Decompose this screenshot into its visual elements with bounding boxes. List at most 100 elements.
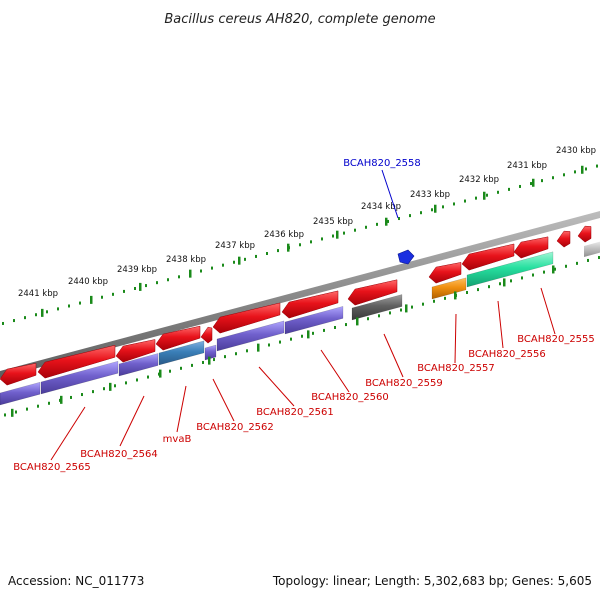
inner-dot — [114, 384, 116, 388]
cds-box — [351, 294, 403, 321]
scale-dot — [453, 202, 455, 206]
scale-dot — [431, 208, 433, 212]
genome-summary-text: Topology: linear; Length: 5,302,683 bp; … — [272, 574, 592, 588]
scale-dot — [46, 310, 48, 314]
scale-tick-label: 2439 kbp — [117, 265, 157, 275]
callout-line — [540, 287, 556, 335]
scale-major-tick — [238, 256, 241, 265]
inner-dot — [543, 270, 545, 274]
scale-dot — [222, 263, 224, 267]
gene-arrow — [0, 362, 37, 386]
gene-arrow-partial — [584, 241, 600, 257]
callout-line — [381, 169, 399, 219]
scale-tick-label: 2430 kbp — [556, 146, 596, 156]
scale-major-tick — [483, 191, 486, 200]
cds-box — [284, 306, 344, 335]
inner-dot — [312, 331, 314, 335]
inner-dot — [565, 264, 567, 268]
scale-dot — [299, 243, 301, 247]
cds-box — [431, 277, 467, 300]
inner-dot — [367, 317, 369, 321]
gene-arrow — [513, 236, 549, 259]
scale-dot — [497, 190, 499, 194]
inner-dot — [554, 267, 556, 271]
scale-dot — [475, 196, 477, 200]
scale-major-tick — [532, 178, 535, 187]
scale-dot — [68, 304, 70, 308]
gene-label[interactable]: BCAH820_2560 — [311, 392, 389, 403]
scale-dot — [2, 321, 4, 325]
inner-dot — [400, 308, 402, 312]
gene-label[interactable]: BCAH820_2555 — [517, 334, 595, 345]
inner-major-tick — [60, 395, 63, 404]
scale-dot — [266, 252, 268, 256]
inner-dot — [235, 352, 237, 356]
scale-dot — [376, 222, 378, 226]
inner-dot — [268, 343, 270, 347]
inner-dot — [334, 325, 336, 329]
gene-label[interactable]: BCAH820_2557 — [417, 363, 495, 374]
scale-major-tick — [139, 282, 142, 291]
scale-major-tick — [581, 165, 584, 174]
inner-tick-ruler — [4, 256, 600, 417]
callout-line — [258, 366, 295, 407]
inner-dot — [499, 282, 501, 286]
inner-dot — [378, 314, 380, 318]
gene-label[interactable]: BCAH820_2558 — [343, 158, 421, 169]
scale-dot — [79, 301, 81, 305]
scale-dot — [585, 167, 587, 171]
scale-dot — [332, 234, 334, 238]
gene-arrow — [556, 230, 571, 248]
genome-backbone — [0, 211, 600, 378]
scale-dot — [156, 281, 158, 285]
gene-marker-2558 — [397, 249, 415, 265]
scale-dot — [233, 260, 235, 264]
scale-dot — [277, 249, 279, 253]
gene-label[interactable]: BCAH820_2559 — [365, 378, 443, 389]
scale-dot — [552, 176, 554, 180]
inner-dot — [488, 285, 490, 289]
scale-tick-label: 2438 kbp — [166, 255, 206, 265]
inner-dot — [202, 360, 204, 364]
scale-dot — [35, 313, 37, 317]
gene-label[interactable]: BCAH820_2556 — [468, 349, 546, 360]
inner-major-tick — [503, 278, 506, 287]
gene-arrow — [115, 339, 156, 363]
inner-major-tick — [552, 265, 555, 274]
inner-dot — [147, 375, 149, 379]
scale-major-tick — [336, 230, 339, 239]
inner-dot — [103, 387, 105, 391]
callout-line — [50, 406, 86, 461]
inner-dot — [444, 296, 446, 300]
gene-label[interactable]: BCAH820_2561 — [256, 407, 334, 418]
inner-dot — [81, 393, 83, 397]
scale-dot — [343, 231, 345, 235]
inner-dot — [389, 311, 391, 315]
inner-dot — [180, 366, 182, 370]
inner-dot — [576, 261, 578, 265]
scale-dot — [112, 292, 114, 296]
scale-dot — [563, 173, 565, 177]
scale-tick-label: 2440 kbp — [68, 277, 108, 287]
scale-tick-label: 2437 kbp — [215, 241, 255, 251]
gene-label[interactable]: BCAH820_2565 — [13, 462, 91, 473]
callout-line — [454, 313, 457, 364]
scale-dot — [420, 211, 422, 215]
gene-label[interactable]: mvaB — [163, 434, 192, 445]
cds-box — [204, 344, 217, 361]
cds-box — [0, 381, 41, 406]
inner-dot — [433, 299, 435, 303]
scale-ruler — [2, 164, 598, 325]
scale-labels: 2430 kbp 2431 kbp 2432 kbp 2433 kbp 2434 kbp… — [18, 146, 596, 299]
gene-arrow — [461, 243, 515, 271]
accession-text: Accession: NC_011773 — [8, 574, 144, 588]
scale-major-tick — [41, 308, 44, 317]
gene-label[interactable]: BCAH820_2564 — [80, 449, 158, 460]
gene-label[interactable]: BCAH820_2562 — [196, 422, 274, 433]
gene-arrow — [577, 225, 592, 243]
inner-dot — [301, 334, 303, 338]
inner-major-tick — [159, 369, 162, 378]
cds-box — [466, 251, 554, 288]
scale-major-tick — [189, 269, 192, 278]
